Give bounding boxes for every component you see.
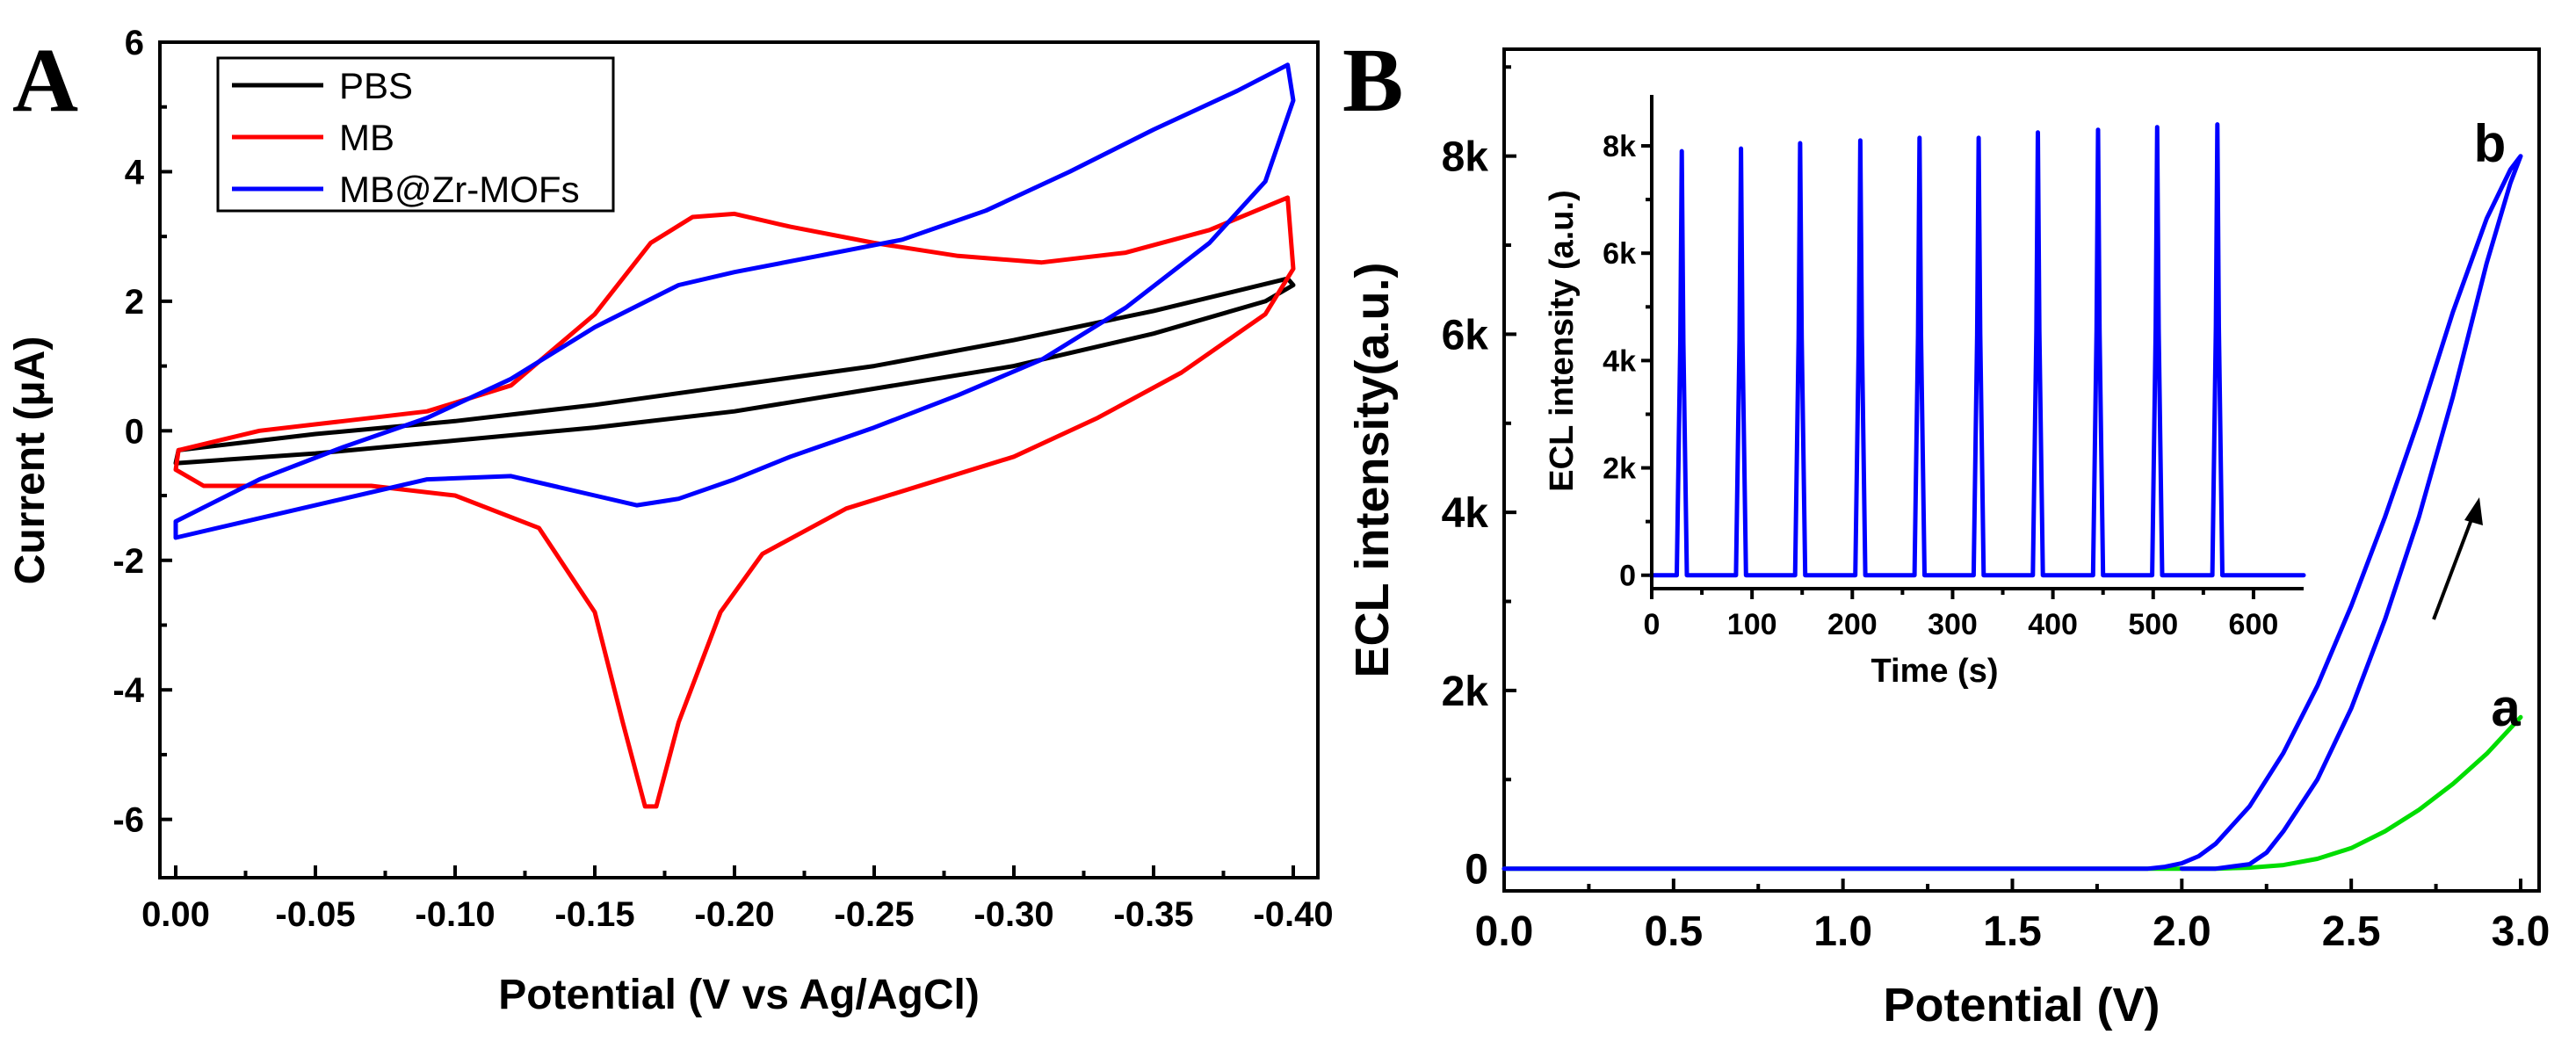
chart-a-ytick-label: -4 — [112, 671, 144, 710]
chart-a-xtick-label: -0.40 — [1253, 895, 1333, 934]
chart-b-ytick-label: 0 — [1465, 847, 1488, 894]
chart-a-xlabel: Potential (V vs Ag/AgCl) — [498, 972, 980, 1018]
inset-ytick-label: 6k — [1603, 237, 1636, 271]
chart-a-xtick-label: -0.20 — [694, 895, 774, 934]
inset-peak-point — [1977, 136, 1980, 140]
chart-b-xtick-label: 0.5 — [1644, 908, 1703, 955]
legend-label-mb-zr-mofs: MB@Zr-MOFs — [339, 169, 580, 210]
legend-label-pbs: PBS — [339, 65, 413, 106]
inset-peak-point — [2037, 131, 2039, 134]
series-a-annotation: a — [2491, 678, 2521, 737]
inset-ytick-label: 2k — [1603, 452, 1636, 486]
chart-b-xtick-label: 0.0 — [1475, 908, 1534, 955]
chart-a-legend: PBS MB MB@Zr-MOFs — [216, 56, 615, 213]
chart-a-frame — [158, 40, 1320, 879]
inset-peak-point — [1680, 149, 1683, 153]
chart-a-xtick-label: -0.35 — [1113, 895, 1193, 934]
inset-peak-point — [1798, 141, 1802, 145]
inset-ylabel: ECL intensity (a.u.) — [1544, 190, 1581, 491]
inset-xtick-label: 0 — [1644, 608, 1661, 641]
chart-a-ylabel: Current (μA) — [7, 336, 54, 585]
chart-a-xtick-label: -0.05 — [275, 895, 355, 934]
chart-a-ytick-label: 0 — [125, 412, 144, 451]
chart-a: 0.00 -0.05 -0.10 -0.15 -0.20 -0.25 -0.30 -0.35 -… — [7, 24, 1334, 1018]
chart-a-ytick-label: 4 — [125, 153, 145, 192]
inset-series — [1649, 122, 2306, 578]
inset-xtick-label: 600 — [2229, 608, 2279, 641]
chart-b-xtick-label: 1.5 — [1983, 908, 2042, 955]
inset-xtick-label: 100 — [1727, 608, 1777, 641]
inset-xtick-label: 200 — [1827, 608, 1878, 641]
inset-xlabel: Time (s) — [1870, 653, 1998, 690]
inset-series-line — [1649, 122, 2306, 578]
chart-b-ytick-label: 6k — [1442, 312, 1489, 358]
chart-b-ytick-label: 2k — [1442, 669, 1489, 715]
series-mb-zr-mofs-line — [173, 62, 1296, 540]
inset-peak-point — [1740, 147, 1743, 150]
chart-b-frame — [1502, 47, 2541, 893]
inset-ytick-label: 8k — [1603, 130, 1636, 163]
chart-b: 0.0 0.5 1.0 1.5 2.0 2.5 3.0 0 2k 4k 6k 8k b a Poten… — [1346, 47, 2551, 1031]
chart-b-xtick-label: 3.0 — [2492, 908, 2551, 955]
series-b-annotation: b — [2474, 114, 2507, 173]
chart-a-ytick-label: 2 — [125, 283, 144, 322]
chart-b-inset: 0 100 200 300 400 500 600 0 2k 4k 6k 8k Time (s) EC… — [1544, 95, 2306, 690]
legend-label-mb: MB — [339, 117, 394, 158]
inset-xtick-label: 500 — [2128, 608, 2178, 641]
chart-b-xtick-label: 2.5 — [2322, 908, 2381, 955]
chart-b-xlabel: Potential (V) — [1883, 979, 2160, 1031]
inset-peak-point — [2096, 128, 2100, 132]
chart-a-xtick-label: -0.10 — [415, 895, 495, 934]
inset-xtick-label: 300 — [1928, 608, 1978, 641]
chart-b-xtick-label: 2.0 — [2153, 908, 2211, 955]
chart-a-ticks: 0.00 -0.05 -0.10 -0.15 -0.20 -0.25 -0.30 -0.35 -… — [112, 24, 1333, 934]
inset-ytick-label: 4k — [1603, 344, 1636, 378]
panel-label-b: B — [1342, 30, 1403, 131]
chart-b-xtick-label: 1.0 — [1813, 908, 1872, 955]
chart-a-ytick-label: -2 — [112, 542, 144, 581]
inset-peak-point — [2155, 126, 2159, 129]
inset-peak-point — [2216, 123, 2219, 127]
inset-ytick-label: 0 — [1619, 560, 1636, 593]
series-mb-line — [173, 195, 1296, 809]
chart-a-xtick-label: -0.15 — [554, 895, 634, 934]
chart-a-xtick-label: -0.30 — [973, 895, 1053, 934]
chart-a-series — [173, 62, 1296, 809]
series-a-line — [1501, 714, 2523, 872]
chart-b-series — [1501, 154, 2523, 872]
inset-xtick-label: 400 — [2028, 608, 2078, 641]
chart-b-ticks: 0.0 0.5 1.0 1.5 2.0 2.5 3.0 0 2k 4k 6k 8k — [1442, 65, 2551, 955]
inset-peak-point — [1918, 136, 1921, 140]
panel-label-a: A — [12, 30, 78, 131]
chart-b-ylabel: ECL intensity(a.u.) — [1346, 262, 1399, 677]
chart-a-ytick-label: 6 — [125, 24, 144, 62]
scan-direction-arrow — [2432, 497, 2483, 620]
inset-peak-point — [1858, 139, 1862, 142]
chart-b-ytick-label: 8k — [1442, 134, 1489, 181]
chart-b-ytick-label: 4k — [1442, 490, 1489, 537]
series-b-line — [1501, 154, 2523, 872]
inset-ticks: 0 100 200 300 400 500 600 0 2k 4k 6k 8k — [1603, 130, 2278, 641]
chart-a-ytick-label: -6 — [112, 801, 144, 840]
chart-a-xtick-label: -0.25 — [834, 895, 914, 934]
chart-a-xtick-label: 0.00 — [141, 895, 210, 934]
